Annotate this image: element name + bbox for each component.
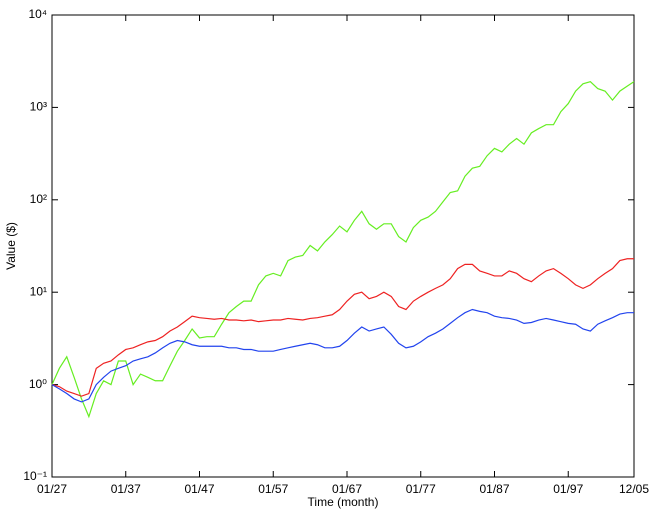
y-tick-label: 10⁰: [29, 377, 47, 391]
line-series: [51, 258, 634, 397]
plot-frame: [51, 14, 635, 478]
x-tick-label: 01/47: [184, 482, 214, 496]
x-axis-title: Time (month): [308, 495, 379, 509]
y-tick-label: 10⁴: [28, 7, 47, 21]
x-tick-label: 01/37: [111, 482, 141, 496]
x-tick-label: 01/77: [406, 482, 436, 496]
x-tick-label: 01/67: [332, 482, 362, 496]
y-tick-label: 10³: [30, 100, 47, 114]
y-tick-label: 10²: [30, 192, 47, 206]
y-axis-title: Value ($): [4, 222, 18, 270]
y-tick-label: 10¹: [30, 284, 47, 298]
y-tick-label: 10⁻¹: [23, 469, 47, 483]
x-tick-label: 12/05: [619, 482, 649, 496]
line-series: [51, 80, 635, 419]
line-series: [51, 308, 634, 403]
x-tick-label: 01/87: [479, 482, 509, 496]
x-tick-label: 01/27: [37, 482, 67, 496]
x-tick-label: 01/57: [258, 482, 288, 496]
x-tick-label: 01/97: [553, 482, 583, 496]
